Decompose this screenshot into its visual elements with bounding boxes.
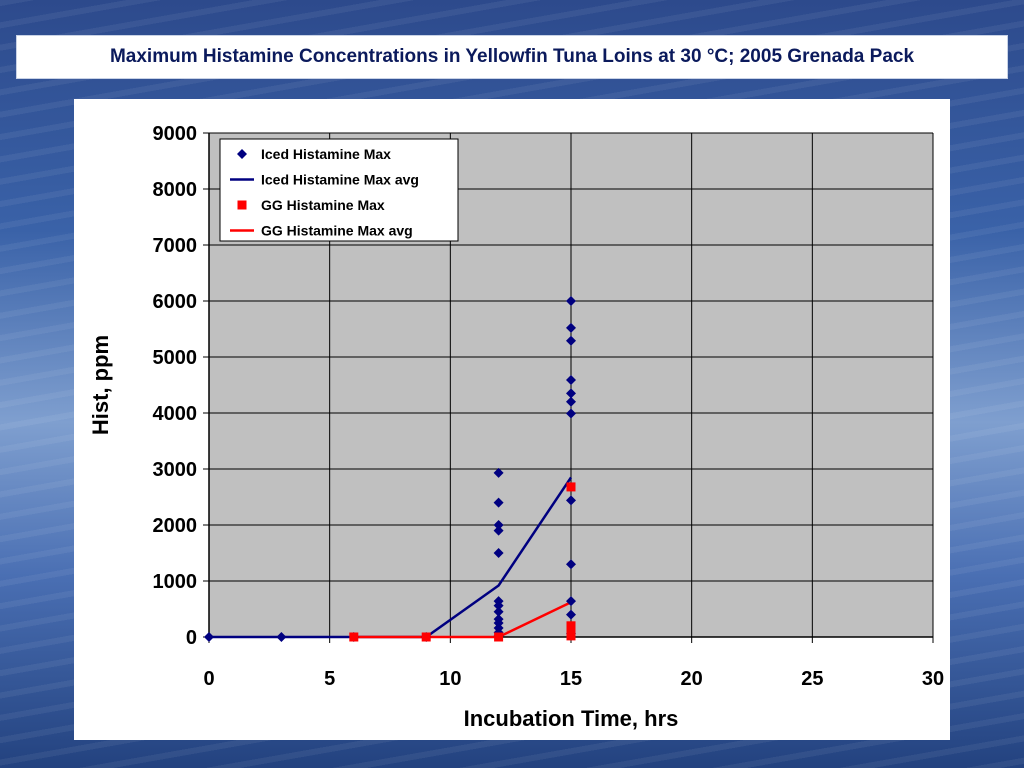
- data-point: [566, 388, 576, 399]
- legend: Iced Histamine Max Iced Histamine Max avg…: [219, 138, 459, 242]
- data-point: [494, 632, 504, 642]
- data-point: [566, 621, 576, 631]
- x-tick-label: 30: [922, 668, 944, 690]
- data-point: [349, 632, 359, 642]
- data-point: [566, 631, 576, 641]
- y-tick-label: 9000: [153, 123, 198, 145]
- data-point: [493, 618, 504, 628]
- series-layer: [204, 296, 576, 642]
- y-tick-label: 2000: [153, 515, 198, 537]
- data-point: [566, 296, 576, 306]
- data-point: [493, 525, 504, 536]
- data-point: [566, 322, 576, 333]
- x-tick-label: 20: [681, 668, 703, 690]
- x-tick-label: 15: [560, 668, 582, 690]
- y-tick-label: 0: [186, 627, 197, 649]
- data-point: [566, 396, 576, 407]
- data-point: [566, 609, 576, 620]
- data-point: [566, 335, 576, 346]
- data-point: [566, 495, 576, 506]
- data-point: [566, 482, 576, 492]
- data-point: [493, 606, 504, 617]
- legend-symbol: [237, 200, 247, 210]
- slide-title-box: Maximum Histamine Concentrations in Yell…: [16, 35, 1008, 79]
- series-line: [353, 601, 572, 639]
- data-point: [421, 632, 431, 642]
- y-tick-label: 6000: [153, 291, 198, 313]
- data-point: [566, 374, 576, 385]
- y-tick-label: 3000: [153, 459, 198, 481]
- data-point: [204, 632, 214, 642]
- y-axis-label: Hist, ppm: [88, 335, 113, 435]
- x-tick-label: 25: [801, 668, 823, 690]
- data-point: [493, 548, 504, 558]
- data-point: [493, 467, 504, 478]
- legend-entry-label: GG Histamine Max: [261, 197, 385, 213]
- chart-panel: 0 1000 2000 3000 4000 5000 6000 7000 8000 9000 0 5 1…: [74, 99, 950, 740]
- legend-entry-label: GG Histamine Max avg: [261, 223, 413, 239]
- y-tick-label: 5000: [153, 347, 198, 369]
- data-point: [566, 408, 576, 419]
- data-point: [566, 559, 576, 570]
- legend-entry-label: Iced Histamine Max avg: [261, 172, 419, 188]
- y-tick-label: 7000: [153, 235, 198, 257]
- x-axis-label: Incubation Time, hrs: [464, 706, 679, 731]
- series-line-group: [353, 601, 572, 639]
- data-point: [276, 632, 287, 642]
- x-tick-label: 10: [439, 668, 461, 690]
- y-tick-label: 1000: [153, 571, 198, 593]
- data-point: [566, 596, 576, 607]
- legend-symbol: [237, 149, 247, 159]
- data-point: [493, 497, 504, 508]
- data-point: [493, 600, 504, 611]
- y-tick-label: 4000: [153, 403, 198, 425]
- x-tick-label: 5: [324, 668, 335, 690]
- x-tick-label: 0: [203, 668, 214, 690]
- legend-box: [219, 138, 459, 242]
- series-marker-group: [349, 482, 576, 642]
- legend-entry-label: Iced Histamine Max: [261, 146, 391, 162]
- gridlines: [209, 132, 934, 637]
- y-tick-label: 8000: [153, 179, 198, 201]
- data-point: [493, 520, 504, 530]
- slide-title: Maximum Histamine Concentrations in Yell…: [109, 46, 915, 67]
- scatter-chart: 0 1000 2000 3000 4000 5000 6000 7000 8000 9000 0 5 1…: [88, 123, 945, 731]
- tick-labels: 0 1000 2000 3000 4000 5000 6000 7000 8000 9000 0 5 1…: [153, 123, 945, 690]
